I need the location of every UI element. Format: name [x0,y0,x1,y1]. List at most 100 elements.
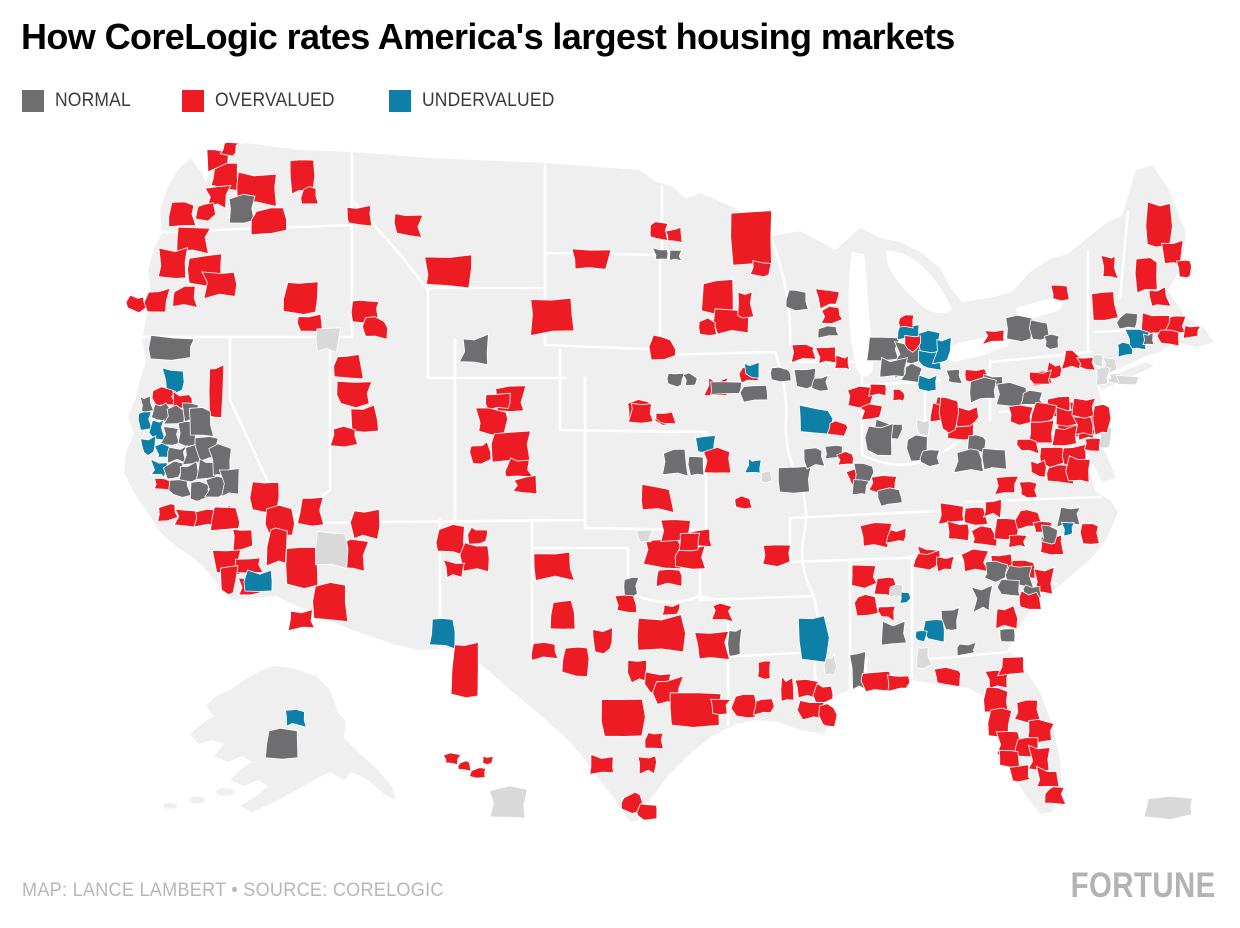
county-overvalued [592,626,613,655]
county-overvalued [208,364,225,418]
county-undervalued [285,709,308,728]
legend-label-normal: NORMAL [55,90,131,111]
county-overvalued [749,260,772,278]
county-overvalued [698,317,718,336]
county-overvalued [219,141,242,157]
county-overvalued [350,404,379,433]
undervalued-swatch-icon [388,90,411,112]
lake-huron [886,250,952,314]
county-overvalued [468,767,487,779]
legend-item-normal: NORMAL [22,90,138,112]
county-overvalued [1008,404,1034,426]
county-overvalued [627,402,654,424]
county-overvalued [694,630,731,660]
county-overvalued [457,760,472,772]
county-overvalued [636,803,658,821]
county-overvalued [530,297,575,336]
county-overvalued [459,542,490,573]
county-overvalued [600,698,646,737]
aleutian-island [216,788,234,796]
county-overvalued [853,594,879,617]
county-overvalued [640,483,675,514]
county-undervalued [149,458,169,479]
county-overvalued [450,641,479,699]
county-overvalued [329,425,359,448]
county-overvalued [1071,397,1097,419]
county-overvalued [982,498,1002,519]
county-overvalued [820,305,844,324]
county-overvalued [336,380,373,409]
credit-line: MAP: LANCE LAMBERT • SOURCE: CORELOGIC [22,880,444,901]
county-overvalued [892,388,906,402]
county-overvalued [176,226,211,255]
county-overvalued [868,383,887,397]
county-nodata [488,785,528,819]
county-nodata [1143,795,1193,821]
county-undervalued [931,336,952,365]
county-normal [817,325,840,339]
county-normal [458,333,489,366]
county-overvalued [814,346,838,365]
county-overvalued [710,698,732,716]
county-overvalued [485,392,511,411]
county-overvalued [143,287,171,313]
county-markers [125,141,1202,821]
county-overvalued [644,732,664,750]
overvalued-swatch-icon [181,90,204,112]
county-overvalued [1050,284,1070,302]
county-overvalued [655,411,677,425]
county-overvalued [442,559,466,579]
county-overvalued [333,354,364,380]
county-overvalued [995,605,1019,630]
county-normal [666,372,686,388]
county-nodata [916,418,930,437]
county-normal [162,460,184,480]
county-overvalued [836,451,854,466]
county-overvalued [549,599,576,630]
county-nodata [315,530,349,569]
county-normal [853,462,875,483]
county-normal [919,449,941,467]
legend-label-undervalued: UNDERVALUED [421,90,555,111]
page-title: How CoreLogic rates America's largest ho… [21,16,955,57]
county-overvalued [818,703,838,728]
county-overvalued [475,407,509,436]
county-overvalued [285,547,319,589]
county-overvalued [885,527,907,544]
county-overvalued [435,524,466,557]
county-overvalued [904,334,922,353]
county-normal [1116,312,1139,330]
county-overvalued [346,204,373,227]
county-overvalued [661,602,681,616]
county-overvalued [877,605,896,623]
county-overvalued [204,185,232,209]
county-overvalued [834,354,851,370]
county-normal [218,468,240,498]
county-normal [682,372,698,386]
county-overvalued [1035,765,1060,788]
county-normal [969,376,997,404]
county-overvalued [655,568,683,588]
county-normal [953,448,984,474]
county-overvalued [711,602,734,623]
county-overvalued [220,565,239,596]
county-overvalued [1027,744,1051,772]
county-normal [1043,333,1060,350]
county-overvalued [648,334,677,361]
county-overvalued [1060,349,1082,370]
county-overvalued [424,254,473,289]
county-normal [188,407,214,437]
county-overvalued [859,522,893,549]
legend: NORMAL OVERVALUED UNDERVALUED [22,90,610,112]
county-overvalued [312,582,349,623]
county-overvalued [669,692,722,728]
county-overvalued [442,752,462,766]
county-overvalued [1175,259,1192,279]
county-normal [811,374,830,392]
county-undervalued [797,615,830,663]
county-normal [981,447,1007,471]
county-overvalued [898,314,915,329]
aleutian-island [189,796,205,804]
county-undervalued [917,374,938,392]
county-overvalued [997,656,1026,677]
